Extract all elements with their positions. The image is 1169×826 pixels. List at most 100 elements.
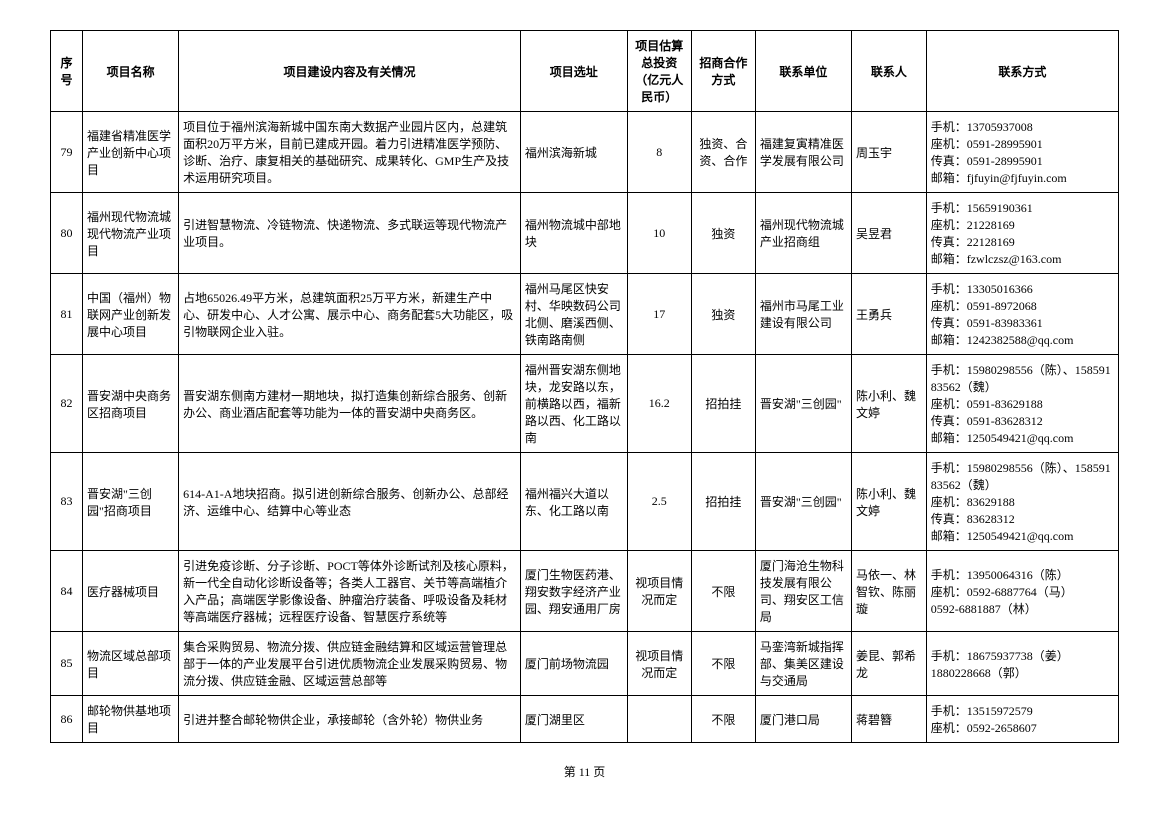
- cell-mode: 独资、合资、合作: [691, 112, 755, 193]
- contact-line: 传真：22128169: [931, 233, 1114, 250]
- table-row: 86邮轮物供基地项目引进并整合邮轮物供企业，承接邮轮（含外轮）物供业务厦门湖里区…: [51, 696, 1119, 743]
- cell-location: 福州福兴大道以东、化工路以南: [520, 453, 627, 551]
- cell-location: 福州滨海新城: [520, 112, 627, 193]
- cell-content: 引进并整合邮轮物供企业，承接邮轮（含外轮）物供业务: [179, 696, 521, 743]
- page-number: 第 11 页: [50, 763, 1119, 780]
- cell-name: 福州现代物流城现代物流产业项目: [83, 193, 179, 274]
- cell-mode: 不限: [691, 696, 755, 743]
- cell-person: 王勇兵: [851, 274, 926, 355]
- col-header: 项目名称: [83, 31, 179, 112]
- cell-no: 84: [51, 551, 83, 632]
- contact-line: 传真：83628312: [931, 510, 1114, 527]
- contact-line: 邮箱：1250549421@qq.com: [931, 527, 1114, 544]
- cell-unit: 马銮湾新城指挥部、集美区建设与交通局: [755, 632, 851, 696]
- col-header: 招商合作方式: [691, 31, 755, 112]
- contact-line: 手机：15980298556（陈）、15859183562（魏）: [931, 361, 1114, 395]
- cell-mode: 招拍挂: [691, 355, 755, 453]
- table-row: 79福建省精准医学产业创新中心项目项目位于福州滨海新城中国东南大数据产业园片区内…: [51, 112, 1119, 193]
- cell-content: 项目位于福州滨海新城中国东南大数据产业园片区内，总建筑面积20万平方米，目前已建…: [179, 112, 521, 193]
- cell-mode: 不限: [691, 632, 755, 696]
- cell-contact: 手机：13305016366座机：0591-8972068传真：0591-839…: [926, 274, 1118, 355]
- cell-investment: 16.2: [627, 355, 691, 453]
- col-header: 项目选址: [520, 31, 627, 112]
- cell-investment: 视项目情况而定: [627, 632, 691, 696]
- contact-line: 1880228668（郭）: [931, 664, 1114, 681]
- col-header: 项目估算总投资（亿元人民币）: [627, 31, 691, 112]
- cell-name: 晋安湖"三创园"招商项目: [83, 453, 179, 551]
- table-row: 80福州现代物流城现代物流产业项目引进智慧物流、冷链物流、快递物流、多式联运等现…: [51, 193, 1119, 274]
- cell-unit: 福州现代物流城产业招商组: [755, 193, 851, 274]
- contact-line: 座机：21228169: [931, 216, 1114, 233]
- cell-person: 周玉宇: [851, 112, 926, 193]
- contact-line: 传真：0591-83983361: [931, 314, 1114, 331]
- cell-unit: 晋安湖"三创园": [755, 355, 851, 453]
- cell-location: 福州晋安湖东侧地块，龙安路以东，前横路以西，福新路以西、化工路以南: [520, 355, 627, 453]
- cell-mode: 独资: [691, 274, 755, 355]
- contact-line: 邮箱：1242382588@qq.com: [931, 331, 1114, 348]
- contact-line: 座机：0592-6887764（马）: [931, 583, 1114, 600]
- contact-line: 手机：13950064316（陈）: [931, 566, 1114, 583]
- contact-line: 座机：83629188: [931, 493, 1114, 510]
- contact-line: 手机：15659190361: [931, 199, 1114, 216]
- contact-line: 手机：13515972579: [931, 702, 1114, 719]
- contact-line: 座机：0591-83629188: [931, 395, 1114, 412]
- cell-name: 中国（福州）物联网产业创新发展中心项目: [83, 274, 179, 355]
- cell-name: 邮轮物供基地项目: [83, 696, 179, 743]
- cell-person: 陈小利、魏文婷: [851, 355, 926, 453]
- cell-no: 82: [51, 355, 83, 453]
- cell-mode: 不限: [691, 551, 755, 632]
- cell-unit: 厦门海沧生物科技发展有限公司、翔安区工信局: [755, 551, 851, 632]
- cell-person: 姜昆、郭希龙: [851, 632, 926, 696]
- cell-no: 86: [51, 696, 83, 743]
- cell-content: 占地65026.49平方米，总建筑面积25万平方米，新建生产中心、研发中心、人才…: [179, 274, 521, 355]
- contact-line: 传真：0591-28995901: [931, 152, 1114, 169]
- col-header: 联系方式: [926, 31, 1118, 112]
- cell-name: 物流区域总部项目: [83, 632, 179, 696]
- contact-line: 座机：0591-28995901: [931, 135, 1114, 152]
- cell-person: 蒋碧簪: [851, 696, 926, 743]
- cell-location: 厦门生物医药港、翔安数字经济产业园、翔安通用厂房: [520, 551, 627, 632]
- cell-content: 集合采购贸易、物流分拨、供应链金融结算和区域运营管理总部于一体的产业发展平台引进…: [179, 632, 521, 696]
- cell-contact: 手机：15659190361座机：21228169传真：22128169邮箱：f…: [926, 193, 1118, 274]
- cell-no: 81: [51, 274, 83, 355]
- contact-line: 邮箱：fzwlczsz@163.com: [931, 250, 1114, 267]
- cell-contact: 手机：15980298556（陈）、15859183562（魏）座机：0591-…: [926, 355, 1118, 453]
- contact-line: 手机：13305016366: [931, 280, 1114, 297]
- cell-location: 福州物流城中部地块: [520, 193, 627, 274]
- contact-line: 手机：18675937738（姜）: [931, 647, 1114, 664]
- col-header: 序号: [51, 31, 83, 112]
- table-row: 82晋安湖中央商务区招商项目晋安湖东侧南方建材一期地块，拟打造集创新综合服务、创…: [51, 355, 1119, 453]
- cell-name: 晋安湖中央商务区招商项目: [83, 355, 179, 453]
- table-row: 83晋安湖"三创园"招商项目614-A1-A地块招商。拟引进创新综合服务、创新办…: [51, 453, 1119, 551]
- cell-no: 85: [51, 632, 83, 696]
- cell-contact: 手机：13515972579座机：0592-2658607: [926, 696, 1118, 743]
- cell-location: 福州马尾区快安村、华映数码公司北侧、磨溪西侧、铁南路南侧: [520, 274, 627, 355]
- contact-line: 座机：0592-2658607: [931, 719, 1114, 736]
- table-header-row: 序号项目名称项目建设内容及有关情况项目选址项目估算总投资（亿元人民币）招商合作方…: [51, 31, 1119, 112]
- cell-unit: 福州市马尾工业建设有限公司: [755, 274, 851, 355]
- cell-contact: 手机：18675937738（姜）1880228668（郭）: [926, 632, 1118, 696]
- col-header: 联系人: [851, 31, 926, 112]
- cell-unit: 晋安湖"三创园": [755, 453, 851, 551]
- table-row: 84医疗器械项目引进免疫诊断、分子诊断、POCT等体外诊断试剂及核心原料，新一代…: [51, 551, 1119, 632]
- table-row: 81中国（福州）物联网产业创新发展中心项目占地65026.49平方米，总建筑面积…: [51, 274, 1119, 355]
- cell-investment: 8: [627, 112, 691, 193]
- cell-content: 晋安湖东侧南方建材一期地块，拟打造集创新综合服务、创新办公、商业酒店配套等功能为…: [179, 355, 521, 453]
- cell-unit: 厦门港口局: [755, 696, 851, 743]
- cell-content: 614-A1-A地块招商。拟引进创新综合服务、创新办公、总部经济、运维中心、结算…: [179, 453, 521, 551]
- cell-mode: 独资: [691, 193, 755, 274]
- cell-content: 引进免疫诊断、分子诊断、POCT等体外诊断试剂及核心原料，新一代全自动化诊断设备…: [179, 551, 521, 632]
- cell-contact: 手机：13950064316（陈）座机：0592-6887764（马）0592-…: [926, 551, 1118, 632]
- cell-investment: 10: [627, 193, 691, 274]
- contact-line: 传真：0591-83628312: [931, 412, 1114, 429]
- cell-name: 医疗器械项目: [83, 551, 179, 632]
- table-row: 85物流区域总部项目集合采购贸易、物流分拨、供应链金融结算和区域运营管理总部于一…: [51, 632, 1119, 696]
- cell-name: 福建省精准医学产业创新中心项目: [83, 112, 179, 193]
- cell-unit: 福建复寅精准医学发展有限公司: [755, 112, 851, 193]
- cell-location: 厦门前场物流园: [520, 632, 627, 696]
- cell-no: 79: [51, 112, 83, 193]
- col-header: 项目建设内容及有关情况: [179, 31, 521, 112]
- cell-person: 吴昱君: [851, 193, 926, 274]
- cell-mode: 招拍挂: [691, 453, 755, 551]
- contact-line: 邮箱：1250549421@qq.com: [931, 429, 1114, 446]
